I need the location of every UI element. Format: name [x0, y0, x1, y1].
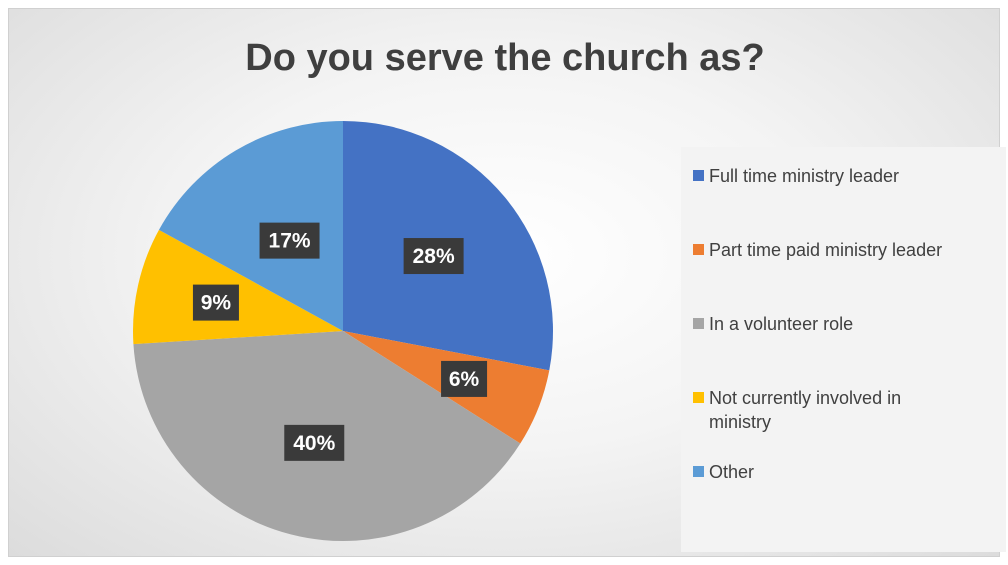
data-label-box: [259, 222, 320, 259]
data-label-text: 17%: [269, 230, 311, 253]
legend-label-full-time: Full time ministry leader: [709, 166, 900, 186]
legend-label-part-time: Part time paid ministry leader: [709, 240, 943, 260]
data-label-box: [192, 284, 239, 321]
data-label-box: [284, 424, 345, 461]
legend-swatch-other: [693, 466, 704, 477]
legend-swatch-volunteer: [693, 318, 704, 329]
chart-area: Do you serve the church as? 28% 6% 40% 9% 17…: [8, 8, 1006, 557]
data-label-text: 6%: [449, 368, 480, 391]
data-label-box: [441, 360, 488, 397]
data-label-box: [403, 238, 464, 275]
legend-item-other: Other: [693, 460, 993, 484]
data-label-part-time: 6%: [441, 360, 488, 397]
data-label-volunteer: 40%: [284, 424, 345, 461]
pie-chart: 28% 6% 40% 9% 17%: [133, 120, 553, 541]
data-label-text: 9%: [201, 292, 232, 315]
legend-swatch-part-time: [693, 244, 704, 255]
chart-title: Do you serve the church as?: [245, 37, 765, 79]
legend-label-other: Other: [709, 462, 755, 482]
legend: Full time ministry leader Part time paid…: [681, 147, 1006, 552]
legend-label-volunteer: In a volunteer role: [709, 314, 854, 334]
legend-swatch-full-time: [693, 170, 704, 181]
legend-label-not-involved: Not currently involved in ministry: [709, 388, 902, 432]
data-label-other: 17%: [259, 222, 320, 259]
data-label-text: 28%: [413, 245, 455, 268]
data-label-not-involved: 9%: [192, 284, 239, 321]
pie-slice-other: [158, 120, 343, 331]
legend-swatch-not-involved: [693, 392, 704, 403]
data-label-full-time: 28%: [403, 238, 464, 275]
legend-item-volunteer: In a volunteer role: [693, 312, 993, 336]
legend-item-part-time: Part time paid ministry leader: [693, 238, 993, 262]
data-label-text: 40%: [293, 432, 335, 455]
legend-item-full-time: Full time ministry leader: [693, 164, 993, 188]
legend-item-not-involved: Not currently involved in ministry: [693, 386, 963, 434]
